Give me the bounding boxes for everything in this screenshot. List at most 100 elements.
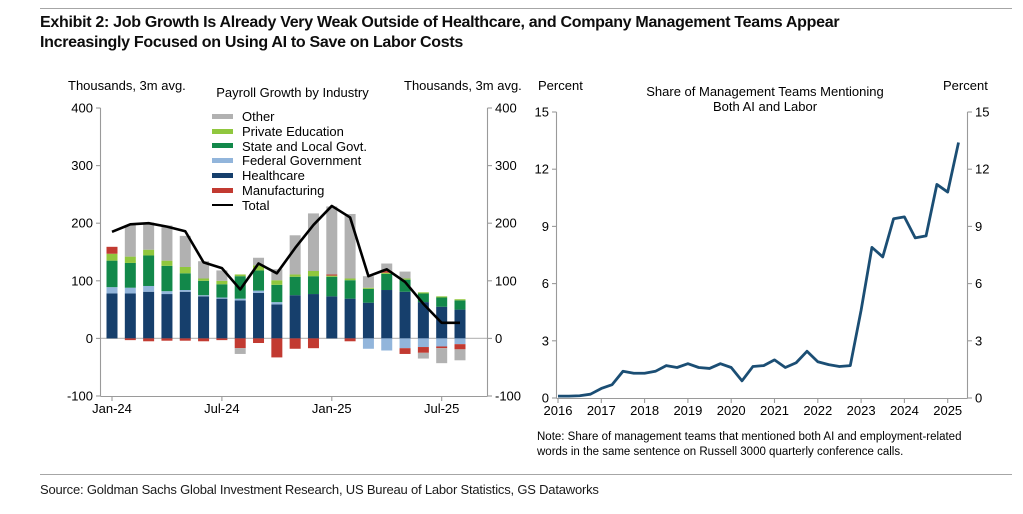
- bar-segment: [253, 290, 265, 293]
- bar-segment: [234, 300, 246, 339]
- bar-segment: [436, 348, 448, 364]
- bar-segment: [454, 300, 466, 310]
- legend-color-swatch: [212, 158, 233, 164]
- tick-label: 9: [542, 219, 549, 234]
- bar-segment: [143, 249, 155, 256]
- bar-segment: [198, 338, 210, 342]
- bar-segment: [143, 291, 155, 339]
- tick-label: 3: [542, 333, 549, 348]
- bar-segment: [253, 292, 265, 339]
- exhibit-title-line1: Exhibit 2: Job Growth Is Already Very We…: [40, 14, 840, 31]
- bar-segment: [289, 338, 301, 349]
- tick-label: 9: [975, 219, 982, 234]
- tick-label: 15: [535, 104, 549, 119]
- tick-label: 2022: [803, 403, 832, 418]
- exhibit-title: Exhibit 2: Job Growth Is Already Very We…: [40, 13, 1000, 53]
- bar-segment: [307, 338, 319, 349]
- payroll-axis-unit-right: Thousands, 3m avg.: [404, 78, 522, 93]
- bar-segment: [344, 298, 356, 339]
- bar-segment: [289, 276, 301, 296]
- bar-segment: [326, 274, 338, 276]
- legend-color-swatch: [212, 187, 233, 193]
- payroll-chart-title: Payroll Growth by Industry: [216, 85, 369, 100]
- legend-item: Private Education: [212, 124, 367, 139]
- bar-segment: [289, 274, 301, 277]
- bar-segment: [161, 291, 173, 295]
- legend-item: Healthcare: [212, 168, 367, 183]
- bar-segment: [362, 276, 374, 288]
- bar-segment: [124, 262, 136, 288]
- bar-segment: [124, 287, 136, 294]
- bar-segment: [381, 271, 393, 273]
- tick-label: 200: [495, 216, 517, 231]
- bar-segment: [307, 276, 319, 295]
- legend-item: Manufacturing: [212, 183, 367, 198]
- bar-segment: [289, 235, 301, 275]
- bar-segment: [381, 263, 393, 272]
- bar-segment: [216, 298, 228, 339]
- bar-segment: [417, 338, 429, 348]
- legend-label: State and Local Govt.: [242, 138, 368, 154]
- bar-segment: [179, 266, 191, 274]
- bar-segment: [271, 338, 283, 358]
- bottom-divider: [40, 474, 1012, 475]
- bar-segment: [381, 338, 393, 351]
- bar-segment: [362, 287, 374, 289]
- bar-segment: [198, 296, 210, 339]
- bar-segment: [399, 278, 411, 280]
- bar-segment: [106, 293, 118, 339]
- tick-label: 2021: [760, 403, 789, 418]
- legend-label: Healthcare: [242, 168, 305, 184]
- bar-segment: [326, 206, 338, 275]
- legend-item: Total: [212, 198, 367, 213]
- tick-label: 100: [71, 273, 93, 288]
- tick-label: Jan-24: [92, 401, 132, 416]
- bar-segment: [124, 224, 136, 257]
- exhibit-title-line2: Increasingly Focused on Using AI to Save…: [40, 34, 463, 51]
- ai-chart-title: Share of Management Teams Mentioning Bot…: [575, 84, 955, 114]
- source-line: Source: Goldman Sachs Global Investment …: [40, 482, 599, 497]
- tick-label: 200: [71, 216, 93, 231]
- bar-segment: [399, 348, 411, 354]
- tick-label: 400: [71, 101, 93, 116]
- bar-segment: [143, 255, 155, 286]
- bar-segment: [179, 273, 191, 291]
- bar-segment: [179, 290, 191, 292]
- legend-color-swatch: [212, 113, 233, 119]
- total-line: [111, 204, 461, 325]
- ai-axes: [552, 111, 972, 403]
- bar-segment: [454, 299, 466, 301]
- tick-label: 2016: [544, 403, 573, 418]
- bar-segment: [454, 344, 466, 350]
- bar-segment: [253, 270, 265, 291]
- legend-item: Federal Government: [212, 153, 367, 168]
- payroll-legend: Other Private Education State and Local Go…: [212, 109, 367, 213]
- bar-segment: [106, 253, 118, 261]
- bar-segment: [179, 291, 191, 339]
- payroll-bars: [106, 206, 466, 364]
- tick-label: 6: [542, 276, 549, 291]
- bar-segment: [161, 338, 173, 341]
- legend-color-swatch: [212, 143, 233, 149]
- bar-segment: [362, 288, 374, 303]
- ai-mentions-chart: 0 0 3 3 6 6 9 9 12 12 15 15 2016 2017 2018 2019 2020 2021…: [535, 104, 990, 418]
- ai-axis-unit-left: Percent: [538, 78, 583, 93]
- bar-segment: [454, 349, 466, 361]
- bar-segment: [234, 298, 246, 301]
- bar-segment: [161, 265, 173, 292]
- tick-label: 300: [71, 158, 93, 173]
- bar-segment: [307, 294, 319, 339]
- bar-segment: [143, 338, 155, 342]
- bar-segment: [198, 280, 210, 296]
- legend-item: Other: [212, 109, 367, 124]
- tick-label: -100: [67, 389, 93, 404]
- bar-segment: [399, 338, 411, 349]
- bar-segment: [344, 280, 356, 299]
- bar-segment: [234, 274, 246, 277]
- bar-segment: [436, 346, 448, 349]
- bar-segment: [161, 294, 173, 339]
- chart-note: Note: Share of management teams that men…: [537, 430, 961, 460]
- bar-segment: [216, 338, 228, 341]
- legend-label: Private Education: [242, 123, 344, 139]
- tick-label: 2025: [933, 403, 962, 418]
